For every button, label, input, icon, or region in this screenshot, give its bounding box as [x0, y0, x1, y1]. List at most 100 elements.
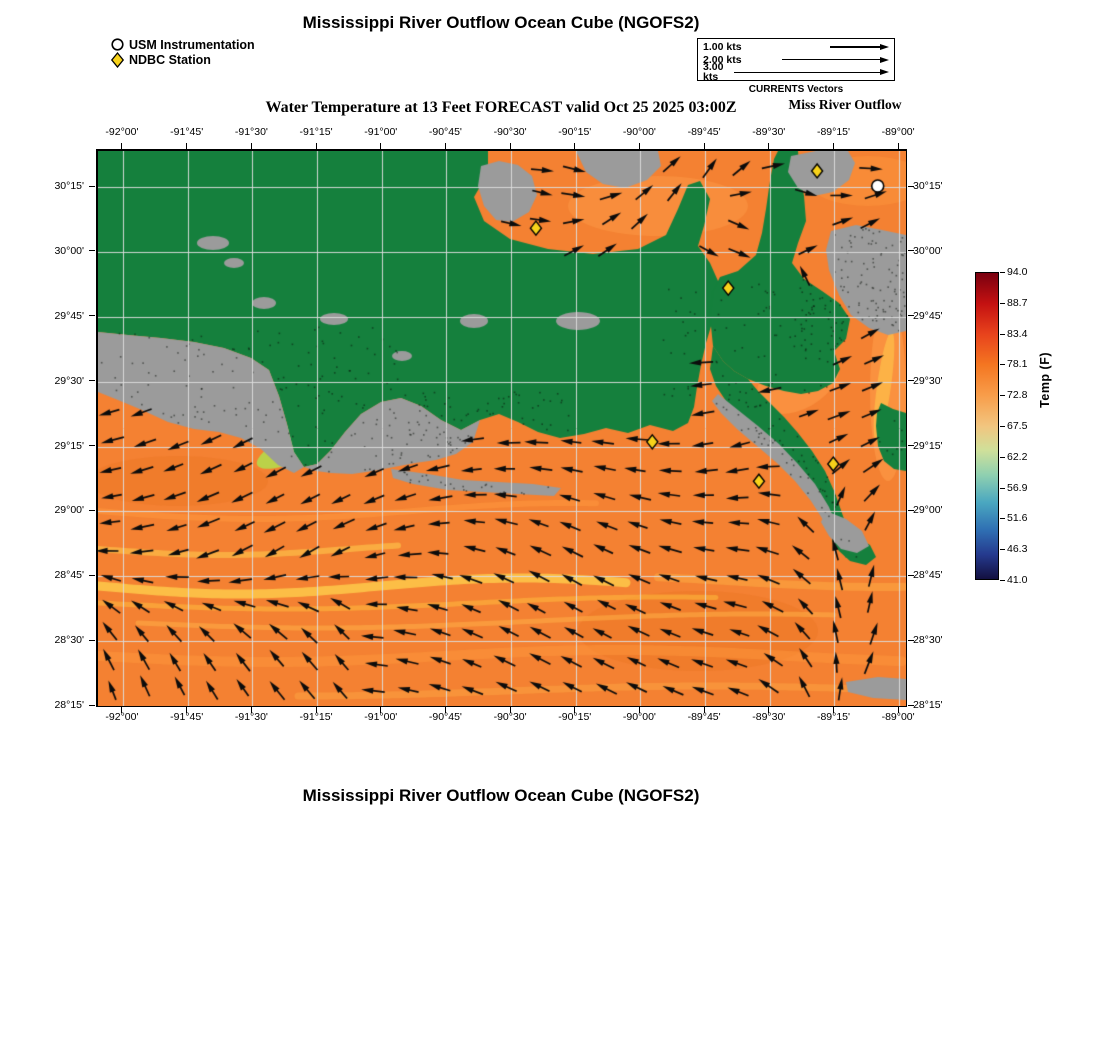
- x-tick-label-bottom: -91°00': [364, 711, 398, 723]
- axis-tick-mark: [908, 574, 914, 576]
- axis-tick-mark: [89, 574, 95, 576]
- axis-tick-mark: [89, 250, 95, 252]
- x-tick-label-bottom: -91°30': [234, 711, 268, 723]
- axis-tick-mark: [574, 143, 576, 149]
- colorbar-tick-mark: [1000, 549, 1005, 551]
- axis-tick-mark: [89, 185, 95, 187]
- axis-tick-mark: [89, 380, 95, 382]
- axis-tick-mark: [380, 707, 382, 713]
- currents-legend-caption: CURRENTS Vectors: [748, 84, 844, 95]
- x-tick-label-top: -91°15': [299, 126, 333, 138]
- axis-tick-mark: [186, 707, 188, 713]
- x-tick-label-top: -91°45': [170, 126, 204, 138]
- colorbar-label: Temp (F): [1038, 352, 1052, 408]
- vector-speed-label: 2.00 kts: [703, 53, 742, 66]
- x-tick-label-top: -90°00': [622, 126, 656, 138]
- ndbc-legend-row: NDBC Station: [110, 51, 255, 68]
- axis-tick-mark: [315, 143, 317, 149]
- colorbar-tick-label: 41.0: [1007, 574, 1028, 586]
- colorbar-tick-label: 56.9: [1007, 481, 1028, 494]
- colorbar-tick-label: 94.0: [1007, 266, 1028, 278]
- colorbar-tick-label: 88.7: [1007, 296, 1028, 309]
- vector-arrowhead-icon: [880, 43, 889, 50]
- x-tick-label-bottom: -89°00': [881, 711, 915, 723]
- colorbar-gradient: [975, 272, 999, 580]
- vector-legend-row: 3.00 kts: [703, 62, 889, 83]
- vector-speed-label: 3.00 kts: [703, 61, 724, 84]
- x-tick-label-top: -89°00': [881, 126, 915, 138]
- colorbar-tick-mark: [1000, 364, 1005, 366]
- x-tick-label-bottom: -89°45': [687, 711, 721, 723]
- axis-tick-mark: [897, 707, 899, 713]
- colorbar-tick-mark: [1000, 333, 1005, 335]
- y-tick-label-left: 28°15': [54, 699, 84, 711]
- x-tick-label-top: -89°45': [687, 126, 721, 138]
- x-tick-label-top: -90°15': [558, 126, 592, 138]
- axis-tick-mark: [768, 707, 770, 713]
- axis-tick-mark: [89, 315, 95, 317]
- axis-tick-mark: [908, 639, 914, 641]
- axis-tick-mark: [89, 639, 95, 641]
- y-tick-label-left: 29°30': [54, 374, 84, 387]
- colorbar-tick-mark: [1000, 272, 1005, 273]
- y-tick-label-right: 29°30': [913, 374, 943, 387]
- y-tick-label-left: 28°30': [54, 634, 84, 647]
- axis-tick-mark: [908, 380, 914, 382]
- usm-legend-row: USM Instrumentation: [110, 37, 255, 52]
- y-tick-label-left: 29°15': [54, 439, 84, 452]
- y-tick-label-right: 30°00': [913, 244, 943, 257]
- vector-arrowhead-icon: [880, 56, 889, 63]
- vector-legend-row: 1.00 kts: [703, 41, 889, 53]
- x-tick-label-bottom: -90°15': [558, 711, 592, 723]
- y-tick-label-left: 29°00': [54, 504, 84, 517]
- axis-tick-mark: [509, 707, 511, 713]
- colorbar-tick-label: 83.4: [1007, 327, 1028, 340]
- colorbar-tick-mark: [1000, 395, 1005, 397]
- axis-tick-mark: [638, 707, 640, 713]
- axis-tick-mark: [908, 315, 914, 317]
- outflow-label: Miss River Outflow: [788, 97, 902, 112]
- x-tick-label-top: -90°30': [493, 126, 527, 138]
- axis-tick-mark: [509, 143, 511, 149]
- y-tick-label-right: 28°45': [913, 569, 943, 582]
- x-tick-label-bottom: -91°15': [299, 711, 333, 723]
- y-tick-label-right: 29°15': [913, 439, 943, 452]
- colorbar-tick-mark: [1000, 487, 1005, 489]
- axis-tick-mark: [380, 143, 382, 149]
- axis-tick-mark: [908, 704, 914, 706]
- x-tick-label-bottom: -90°45': [428, 711, 462, 723]
- axis-tick-mark: [768, 143, 770, 149]
- axis-tick-mark: [121, 143, 123, 149]
- colorbar-tick-mark: [1000, 518, 1005, 520]
- axis-tick-mark: [315, 707, 317, 713]
- axis-tick-mark: [832, 143, 834, 149]
- y-tick-label-left: 30°15': [54, 180, 84, 193]
- x-tick-label-top: -89°30': [752, 126, 786, 138]
- x-tick-label-top: -91°30': [234, 126, 268, 138]
- axis-tick-mark: [250, 707, 252, 713]
- colorbar-tick-mark: [1000, 302, 1005, 304]
- colorbar-tick-mark: [1000, 426, 1005, 427]
- currents-vector-legend-box: 1.00 kts 2.00 kts 3.00 kts: [697, 38, 895, 83]
- vector-speed-label: 1.00 kts: [703, 40, 742, 53]
- colorbar-tick-mark: [1000, 580, 1005, 581]
- axis-tick-mark: [703, 707, 705, 713]
- vector-legend-line: [782, 58, 880, 61]
- vector-legend-row: 2.00 kts: [703, 54, 889, 66]
- axis-tick-mark: [908, 509, 914, 511]
- x-tick-label-top: -92°00': [105, 126, 139, 138]
- axis-tick-mark: [908, 185, 914, 187]
- x-tick-label-bottom: -90°00': [622, 711, 656, 723]
- axis-tick-mark: [89, 445, 95, 447]
- x-tick-label-bottom: -90°30': [493, 711, 527, 723]
- axis-tick-mark: [638, 143, 640, 149]
- ndbc-legend-label: NDBC Station: [129, 52, 211, 67]
- axis-tick-mark: [186, 143, 188, 149]
- y-tick-label-right: 29°00': [913, 504, 943, 517]
- axis-tick-mark: [89, 509, 95, 511]
- y-tick-label-right: 30°15': [913, 180, 943, 193]
- colorbar-tick-label: 51.6: [1007, 512, 1028, 525]
- y-tick-label-left: 28°45': [54, 569, 84, 582]
- map-title: Water Temperature at 13 Feet FORECAST va…: [265, 99, 737, 116]
